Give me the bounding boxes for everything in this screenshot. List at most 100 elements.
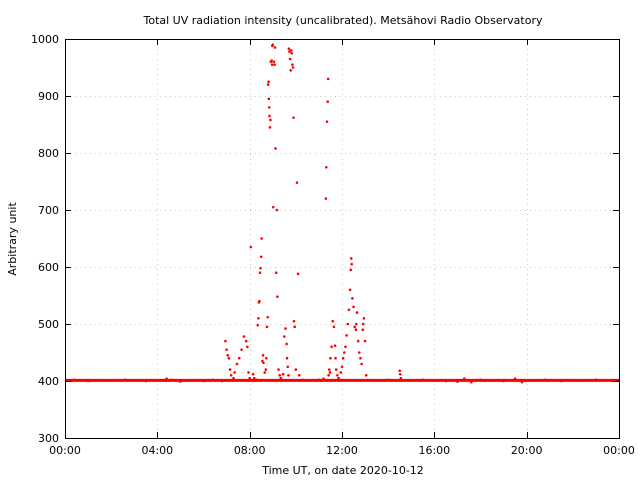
data-point (224, 339, 227, 343)
data-point (325, 120, 329, 123)
data-point (326, 100, 329, 103)
data-point (160, 379, 164, 382)
data-point (362, 317, 366, 320)
data-point (559, 379, 563, 383)
data-point (233, 371, 236, 374)
data-point (226, 354, 230, 357)
data-point (576, 379, 579, 382)
data-point (345, 334, 348, 337)
data-point (386, 378, 390, 382)
x-tick-label: 16:00 (418, 444, 450, 457)
data-point (339, 371, 343, 374)
data-point (273, 46, 277, 49)
data-point (349, 257, 353, 260)
y-axis-label: Arbitrary unit (6, 202, 19, 276)
data-point (202, 379, 205, 383)
chart-title: Total UV radiation intensity (uncalibrat… (143, 14, 543, 27)
data-point (328, 368, 331, 371)
data-point (520, 380, 524, 384)
data-point (359, 356, 362, 360)
data-point (267, 80, 270, 84)
data-point (242, 335, 246, 338)
data-point (337, 376, 340, 380)
data-point (251, 372, 255, 376)
grid-lines (65, 39, 619, 438)
data-point (225, 348, 228, 351)
x-tick-label: 08:00 (234, 444, 266, 457)
data-point (256, 323, 260, 327)
data-point (265, 325, 269, 329)
data-point (346, 322, 350, 326)
data-point (286, 365, 290, 369)
data-point (333, 344, 337, 347)
data-point (502, 379, 505, 383)
data-point (270, 63, 274, 66)
data-point (144, 379, 148, 383)
data-point (348, 288, 352, 292)
data-point (421, 378, 425, 382)
data-point (276, 295, 279, 298)
data-point (456, 380, 459, 383)
data-point (398, 369, 402, 373)
data-point (259, 266, 262, 270)
x-tick-label: 00:00 (603, 444, 635, 457)
data-point (375, 379, 378, 382)
data-point (296, 272, 300, 276)
data-point (259, 255, 263, 259)
data-point (360, 362, 363, 366)
data-point (322, 377, 325, 381)
data-point (344, 345, 347, 349)
data-point (257, 317, 260, 320)
data-points (65, 43, 619, 384)
y-tick-label: 500 (38, 318, 59, 331)
data-point (264, 368, 268, 371)
data-point (294, 368, 298, 371)
data-point (363, 339, 367, 343)
data-point (529, 379, 533, 382)
axis-ticks (65, 39, 620, 439)
data-point (361, 322, 365, 326)
data-point (330, 345, 333, 349)
data-point (399, 376, 403, 380)
data-point (278, 374, 281, 377)
data-point (252, 376, 256, 380)
data-point (334, 368, 338, 371)
y-tick-label: 700 (38, 204, 59, 217)
data-point (229, 374, 233, 377)
data-point (332, 325, 336, 329)
x-tick-label: 12:00 (326, 444, 358, 457)
data-point (324, 197, 328, 200)
data-point (248, 376, 251, 380)
data-point (261, 354, 265, 357)
data-point (235, 362, 239, 366)
data-point (72, 378, 76, 382)
x-tick-label: 00:00 (49, 444, 81, 457)
data-point (543, 378, 547, 382)
data-point (267, 106, 271, 109)
data-point (351, 297, 354, 300)
data-point (292, 116, 295, 119)
data-point (86, 379, 90, 383)
data-point (258, 299, 261, 303)
data-point (326, 77, 330, 81)
data-point (268, 114, 271, 118)
data-point (292, 319, 296, 323)
data-point (266, 315, 269, 319)
data-point (105, 379, 108, 382)
data-point (190, 379, 194, 382)
data-point (240, 348, 243, 351)
data-point (288, 57, 292, 61)
data-point (347, 308, 351, 312)
y-tick-label: 900 (38, 90, 59, 103)
data-point (293, 325, 296, 329)
data-point (285, 356, 289, 360)
data-point (354, 328, 358, 332)
data-point (247, 371, 250, 374)
data-point (266, 83, 270, 86)
data-point (358, 351, 361, 354)
y-tick-label: 300 (38, 432, 59, 445)
data-point (271, 205, 275, 209)
data-point (280, 378, 284, 382)
data-point (227, 356, 231, 360)
data-point (356, 339, 360, 343)
